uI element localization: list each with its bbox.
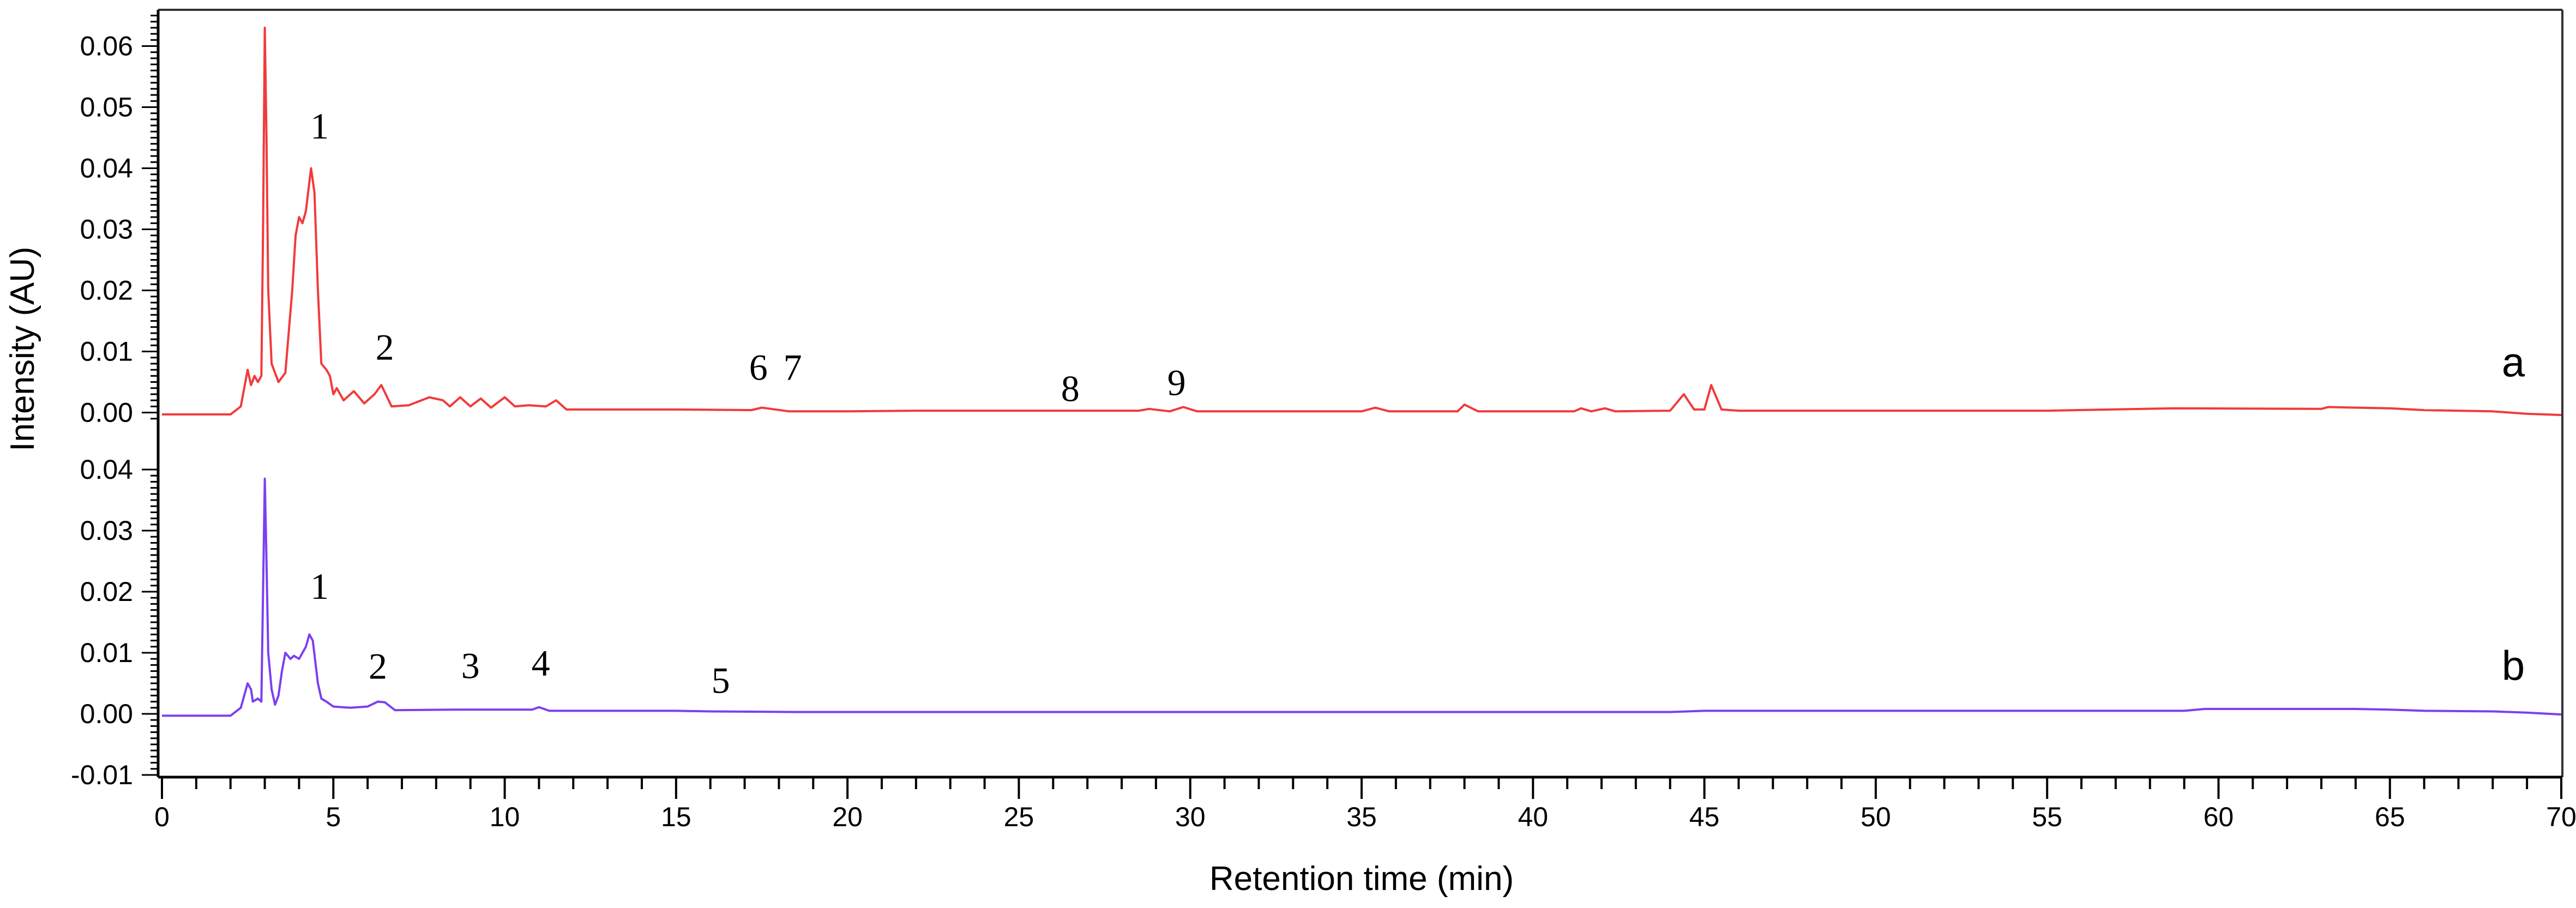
traces bbox=[162, 26, 2562, 717]
peak-label: 9 bbox=[1167, 362, 1186, 404]
x-tick-label: 35 bbox=[1346, 802, 1377, 832]
peak-label: 8 bbox=[1061, 368, 1080, 410]
y-tick-label-a: 0.03 bbox=[80, 214, 133, 245]
y-tick-label-b: 0.04 bbox=[80, 454, 133, 485]
peak-label: 4 bbox=[532, 642, 550, 684]
peak-label: 1 bbox=[310, 105, 329, 147]
y-tick-label-a: 0.04 bbox=[80, 153, 133, 184]
x-tick-label: 30 bbox=[1175, 802, 1206, 832]
x-tick-label: 45 bbox=[1689, 802, 1720, 832]
x-axis-title: Retention time (min) bbox=[1209, 860, 1514, 898]
y-tick-label-a: 0.06 bbox=[80, 31, 133, 62]
peak-label: 5 bbox=[712, 659, 730, 701]
x-tick-label: 5 bbox=[326, 802, 341, 832]
y-tick-label-b: 0.01 bbox=[80, 638, 133, 668]
peak-label: 2 bbox=[376, 327, 394, 368]
x-tick-label: 55 bbox=[2032, 802, 2062, 832]
y-tick-label-b: 0.00 bbox=[80, 699, 133, 729]
x-tick-label: 25 bbox=[1004, 802, 1034, 832]
x-tick-label: 70 bbox=[2546, 802, 2576, 832]
x-tick-label: 10 bbox=[490, 802, 520, 832]
y-tick-label-a: 0.00 bbox=[80, 398, 133, 428]
x-tick-label: 15 bbox=[661, 802, 691, 832]
trace-a bbox=[162, 26, 2562, 416]
y-axis-title: Intensity (AU) bbox=[4, 246, 41, 452]
trace-label-b: b bbox=[2502, 643, 2525, 689]
y-axis: 0.00 0.01 0.02 0.03 0.04 0.05 0.06 -0.01 0.00 0.0… bbox=[71, 10, 160, 790]
peak-label: 1 bbox=[310, 566, 329, 607]
x-tick-label: 65 bbox=[2375, 802, 2405, 832]
plot-frame bbox=[158, 9, 2563, 777]
y-tick-label-a: 0.01 bbox=[80, 336, 133, 367]
x-tick-label: 60 bbox=[2204, 802, 2234, 832]
x-tick-label: 50 bbox=[1861, 802, 1891, 832]
peak-label: 2 bbox=[369, 646, 387, 687]
trace-label-a: a bbox=[2502, 340, 2525, 386]
y-tick-label-b: -0.01 bbox=[71, 760, 133, 790]
x-tick-label: 20 bbox=[832, 802, 863, 832]
peak-label: 6 bbox=[749, 347, 768, 388]
y-tick-label-a: 0.02 bbox=[80, 275, 133, 306]
peak-label: 7 bbox=[784, 347, 802, 388]
peak-label: 3 bbox=[461, 645, 480, 686]
y-tick-label-a: 0.05 bbox=[80, 92, 133, 123]
x-tick-label: 40 bbox=[1518, 802, 1548, 832]
y-tick-label-b: 0.02 bbox=[80, 576, 133, 607]
trace-b bbox=[162, 477, 2562, 717]
x-axis: 0 5 10 15 20 25 30 35 40 45 50 55 60 65 70 bbox=[154, 775, 2576, 832]
x-tick-label: 0 bbox=[154, 802, 170, 832]
y-tick-label-b: 0.03 bbox=[80, 515, 133, 546]
